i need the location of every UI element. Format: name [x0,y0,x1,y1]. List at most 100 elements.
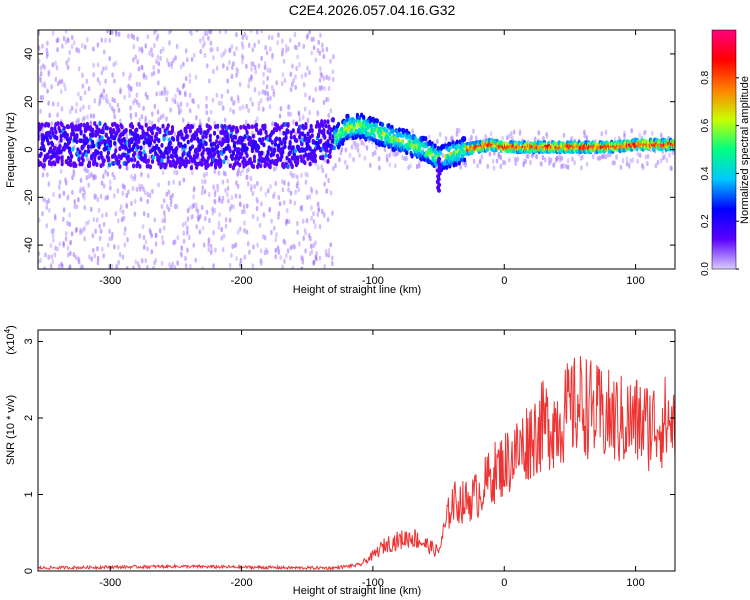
spectrogram-ridge-mark [390,124,394,130]
spectrogram-noise-mark [363,155,367,161]
spectrogram-ridge-mark [133,157,137,162]
spectrogram-ridge-mark [158,129,162,135]
spectrogram-noise-mark [104,169,107,175]
spectrogram-noise-mark [167,61,171,68]
spectrogram-noise-mark [212,263,215,269]
spectrogram-noise-mark [271,121,274,127]
spectrogram-ridge-mark [208,125,212,131]
spectrogram-ridge-mark [50,126,54,132]
spectrogram-ridge-mark [341,141,345,146]
spectrogram-noise-mark [294,74,297,80]
spectrogram-noise-mark [611,160,614,166]
spectrogram-noise-mark [295,65,298,72]
spectrogram-ridge-mark [274,136,279,142]
spectrogram-noise-mark [209,243,213,249]
spectrogram-noise-mark [226,78,229,84]
snr-y-tick-label: 3 [23,338,35,344]
spectrogram-noise-mark [291,266,295,269]
spectrogram-noise-mark [295,183,299,189]
spectrogram-noise-mark [102,253,106,259]
spectrogram-noise-mark [243,228,246,234]
spectrogram-noise-mark [228,217,232,223]
spectrogram-noise-mark [91,247,95,253]
spectrogram-noise-mark [262,80,265,86]
spectrogram-noise-mark [331,260,334,267]
spectrogram-noise-mark [93,98,97,104]
spectrogram-ridge-mark [352,120,356,126]
spectrogram-noise-mark [296,229,299,235]
spectrogram-ridge-mark [188,154,192,160]
spectrogram-noise-mark [207,237,211,243]
spectrogram-noise-mark [165,203,169,210]
spectrogram-noise-mark [478,158,482,164]
spectrogram-noise-mark [182,230,186,236]
spectrogram-ridge-mark [259,163,263,169]
spectrogram-noise-mark [300,266,304,269]
spectrogram-noise-mark [274,237,278,243]
spectrogram-noise-mark [64,230,68,237]
spectrogram-noise-mark [185,57,189,63]
spectrogram-noise-mark [274,165,278,171]
spectrogram-noise-mark [123,184,126,191]
spectrogram-noise-mark [646,153,650,159]
spectrogram-noise-mark [169,30,173,34]
spectrogram-ridge-mark [321,154,325,160]
spectrogram-noise-mark [278,201,282,207]
spectrogram-noise-mark [77,48,81,54]
spectrogram-ridge-mark [70,154,74,159]
spectrogram-noise-mark [55,38,59,44]
spectrogram-noise-mark [186,102,189,108]
spectrogram-noise-mark [282,58,286,64]
spectrogram-noise-mark [134,259,137,265]
spectrogram-noise-mark [259,98,263,104]
spectrogram-noise-mark [39,108,42,115]
spectrogram-noise-mark [182,238,186,244]
spectrogram-noise-mark [472,158,476,165]
spectrogram-ridge-mark [86,148,91,154]
spectrogram-noise-mark [39,65,43,71]
spectrogram-noise-mark [142,186,145,192]
spectrogram-noise-mark [562,163,565,169]
spectrogram-noise-mark [171,97,175,103]
spectrogram-noise-mark [444,135,448,142]
spectrogram-noise-mark [79,107,82,113]
spectrogram-noise-mark [102,49,106,55]
spectrogram-noise-mark [163,217,167,224]
spectrogram-ridge-mark [168,140,172,146]
spectrogram-noise-mark [123,242,127,248]
spectrogram-ridge-mark [284,135,288,141]
spectrogram-noise-mark [125,165,129,171]
spectrogram-noise-mark [591,153,595,160]
spectrogram-ridge-mark [291,128,295,134]
spectrogram-noise-mark [283,77,287,83]
spectrogram-noise-mark [312,219,316,225]
spectrogram-ridge-mark [140,125,144,131]
spectrogram-noise-mark [123,231,126,237]
spectrogram-noise-mark [272,91,276,98]
snr-x-tick-label: -100 [362,577,384,589]
spectrogram-noise-mark [70,231,74,237]
spectrogram-noise-mark [138,46,141,52]
spectrogram-noise-mark [135,99,139,106]
spectrogram-noise-mark [253,183,256,190]
spectrogram-noise-mark [600,131,604,137]
spectrogram-noise-mark [211,97,215,103]
spectrogram-noise-mark [92,46,95,52]
spectrogram-noise-mark [329,190,333,196]
spectrogram-ridge-mark [151,154,156,160]
spectrogram-noise-mark [275,80,279,86]
spectrogram-noise-mark [283,258,286,264]
spectrogram-noise-mark [199,49,203,55]
spectrogram-ridge-mark [98,121,102,126]
spectrogram-noise-mark [327,177,330,184]
spectrogram-ridge-mark [251,164,255,169]
spectrogram-ridge-mark [104,139,108,145]
spectrogram-ridge-mark [334,127,339,133]
spectrogram-ridge-mark [263,125,267,130]
spectrogram-noise-mark [284,43,288,50]
spectrogram-noise-mark [166,90,169,96]
spectrogram-ridge-mark [401,133,405,139]
spectrogram-noise-mark [146,94,149,101]
spectrogram-noise-mark [157,68,160,74]
spectrogram-x-label: Height of straight line (km) [293,284,421,296]
